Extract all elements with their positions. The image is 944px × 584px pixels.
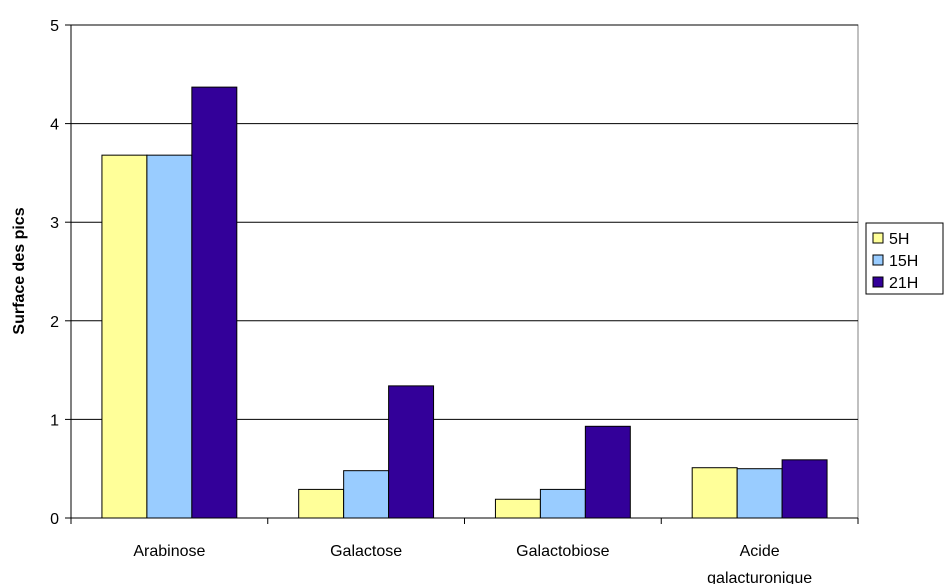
bar-5h-2 xyxy=(494,498,541,519)
y-tick-label: 4 xyxy=(50,117,59,134)
bar-5h-3 xyxy=(691,467,738,519)
axes xyxy=(65,24,859,524)
bar-21h-3 xyxy=(781,459,828,519)
x-tick-label: Galactose xyxy=(330,543,402,560)
bar-15h-3 xyxy=(736,468,783,519)
bar-21h-0 xyxy=(191,86,238,519)
legend-label-21h: 21H xyxy=(889,275,918,292)
legend-swatch-21h xyxy=(872,276,884,288)
y-tick-label: 1 xyxy=(50,412,59,429)
y-tick-label: 0 xyxy=(50,511,59,528)
bar-21h-1 xyxy=(388,385,435,519)
x-tick-label: Galactobiose xyxy=(516,543,609,560)
x-tick-label: Arabinose xyxy=(133,543,205,560)
y-tick-labels: 0 1 2 3 4 5 xyxy=(50,18,59,528)
bar-5h-0 xyxy=(101,154,148,519)
y-axis-label: Surface des pics xyxy=(11,207,28,334)
x-tick-label: galacturonique xyxy=(707,570,812,584)
legend: 5H 15H 21H xyxy=(865,222,944,295)
legend-swatch-15h xyxy=(872,254,884,266)
legend-label-5h: 5H xyxy=(889,231,909,248)
legend-label-15h: 15H xyxy=(889,253,918,270)
x-tick-labels: Arabinose Galactose Galactobiose Acide galac… xyxy=(133,543,812,584)
bars xyxy=(101,86,828,519)
legend-swatch-5h xyxy=(872,232,884,244)
y-tick-label: 2 xyxy=(50,314,59,331)
bar-21h-2 xyxy=(584,425,631,519)
bar-15h-1 xyxy=(343,470,390,519)
x-tick-label: Acide xyxy=(740,543,780,560)
bar-15h-0 xyxy=(146,154,193,519)
bar-5h-1 xyxy=(298,488,345,519)
y-tick-label: 5 xyxy=(50,18,59,35)
y-tick-label: 3 xyxy=(50,215,59,232)
bar-15h-2 xyxy=(539,488,586,519)
